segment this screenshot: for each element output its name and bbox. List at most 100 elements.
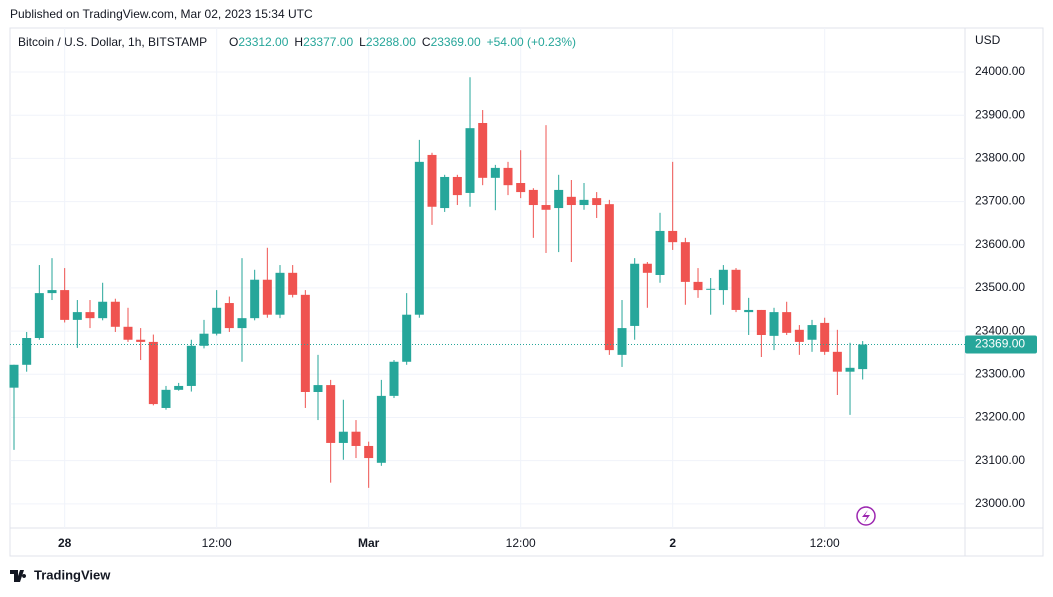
y-tick-label: 23800.00 [975, 151, 1025, 165]
legend-key: L [359, 35, 366, 49]
y-tick-label: 23600.00 [975, 237, 1025, 251]
candle-body [566, 196, 576, 206]
candle-body [402, 314, 412, 362]
candle-body [123, 326, 133, 340]
candle-body [680, 242, 690, 282]
y-tick-label: 23000.00 [975, 496, 1025, 510]
candle-body [34, 293, 44, 339]
legend-change: +54.00 (+0.23%) [487, 35, 576, 49]
y-tick-label: 23500.00 [975, 280, 1025, 294]
candle-body [782, 312, 792, 333]
candle-body [60, 290, 70, 320]
published: Published on TradingView.com, Mar 02, 20… [10, 7, 313, 21]
legend-value: 23369.00 [431, 35, 481, 49]
candle-body [161, 389, 171, 408]
y-tick-label: 23100.00 [975, 453, 1025, 467]
candle-body [427, 154, 437, 207]
legend-value: 23288.00 [366, 35, 416, 49]
candle-body [668, 230, 678, 243]
candle-body [832, 351, 842, 372]
candle-body [376, 395, 386, 463]
candle-body [110, 301, 120, 327]
candle-body [72, 312, 82, 320]
candle-body [288, 272, 298, 295]
chart-title: Bitcoin / U.S. Dollar, 1h, BITSTAMP [18, 35, 207, 49]
x-tick-label: 12:00 [202, 536, 232, 550]
candle-body [769, 312, 779, 336]
candle-body [326, 385, 336, 443]
candle-body [174, 385, 184, 390]
candle-body [655, 230, 665, 275]
y-tick-label: 23300.00 [975, 366, 1025, 380]
y-tick-label: 23900.00 [975, 107, 1025, 121]
candle-body [85, 312, 95, 319]
candle-body [199, 333, 209, 346]
candle-body [148, 341, 158, 405]
candle-body [756, 309, 766, 335]
candle-body [693, 281, 703, 291]
icon[interactable] [856, 506, 876, 526]
legend-key: H [294, 35, 303, 49]
candle-body [858, 344, 868, 370]
candle-body [820, 322, 830, 352]
candle-body [617, 328, 627, 355]
candle-body [478, 122, 488, 178]
price-tag [965, 335, 1037, 354]
candle-body [642, 263, 652, 273]
candle-body [528, 189, 538, 206]
y-tick-label: 24000.00 [975, 64, 1025, 78]
candle-body [706, 288, 716, 290]
candle-body [794, 329, 804, 342]
candle-body [845, 367, 855, 372]
candle-body [541, 205, 551, 210]
candle-body [275, 272, 285, 315]
y-tick-label: 23700.00 [975, 194, 1025, 208]
x-tick-label: 12:00 [506, 536, 536, 550]
candle-body [224, 303, 234, 329]
x-tick-label: 12:00 [810, 536, 840, 550]
candle-body [516, 183, 526, 193]
brand: TradingView [34, 567, 111, 582]
candle-body [389, 361, 399, 396]
candle-body [98, 301, 108, 319]
legend-value: 23377.00 [303, 35, 353, 49]
candle-body [604, 204, 614, 351]
candle-body [212, 307, 222, 334]
candle-body [313, 385, 323, 392]
candle-body [186, 345, 196, 386]
candle-body [630, 263, 640, 326]
price-tag-label: 23369.00 [975, 337, 1025, 351]
candle-body [731, 269, 741, 310]
candle-body [592, 198, 602, 206]
candle-body [718, 269, 728, 291]
x-tick-label: Mar [358, 536, 380, 550]
candle-body [554, 189, 564, 209]
candle-body [807, 325, 817, 340]
candle-body [351, 431, 361, 446]
icon [862, 510, 870, 523]
candle-body [579, 199, 589, 206]
candle-body [440, 176, 450, 209]
candle-body [47, 290, 57, 294]
axis-unit: USD [975, 33, 1001, 47]
frame [9, 27, 1044, 557]
candle-body [262, 279, 272, 315]
candle-body [364, 445, 374, 459]
candle-body [414, 161, 424, 315]
ohlc-legend: O23312.00 H23377.00 L23288.00 C23369.00 +54.… [229, 35, 576, 49]
candle-body [465, 128, 475, 193]
x-tick-label: 2 [669, 536, 676, 550]
candle-body [490, 167, 500, 178]
candle-body [237, 318, 247, 329]
candle-body [250, 279, 260, 319]
legend-key: O [229, 35, 238, 49]
y-tick-label: 23200.00 [975, 410, 1025, 424]
legend-value: 23312.00 [238, 35, 288, 49]
x-tick-label: 28 [58, 536, 72, 550]
candle-body [452, 176, 462, 196]
y-tick-label: 23400.00 [975, 323, 1025, 337]
candle-body [503, 167, 513, 186]
candle-body [300, 294, 310, 392]
